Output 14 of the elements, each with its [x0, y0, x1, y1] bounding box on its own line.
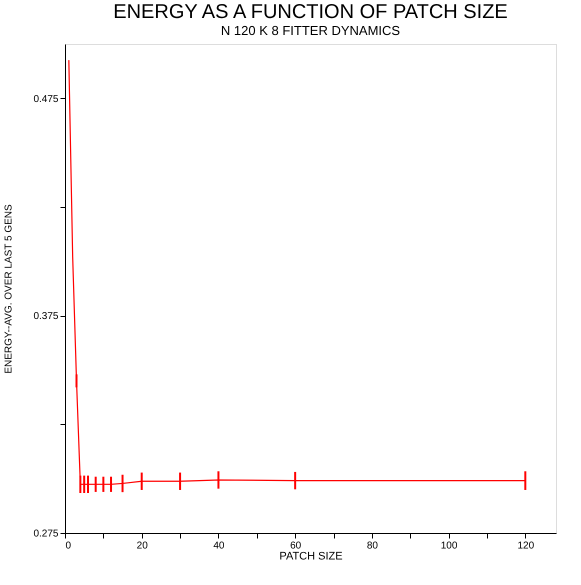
y-tick-label: 0.375 [33, 311, 59, 322]
x-axis-title: PATCH SIZE [279, 550, 343, 562]
y-tick-label: 0.275 [33, 528, 59, 540]
x-tick-label: 100 [440, 540, 458, 552]
y-axis-title: ENERGY--AVG. OVER LAST 5 GENS [3, 204, 14, 374]
chart-title: ENERGY AS A FUNCTION OF PATCH SIZE [113, 1, 508, 23]
x-tick-label: 20 [136, 540, 148, 552]
x-tick-label: 120 [517, 540, 535, 552]
x-tick-label: 0 [66, 540, 72, 552]
x-tick-label: 60 [290, 540, 302, 552]
x-tick-label: 40 [213, 540, 225, 552]
y-tick-label: 0.475 [33, 94, 59, 105]
chart-subtitle: N 120 K 8 FITTER DYNAMICS [220, 23, 400, 38]
x-tick-label: 80 [366, 540, 378, 552]
